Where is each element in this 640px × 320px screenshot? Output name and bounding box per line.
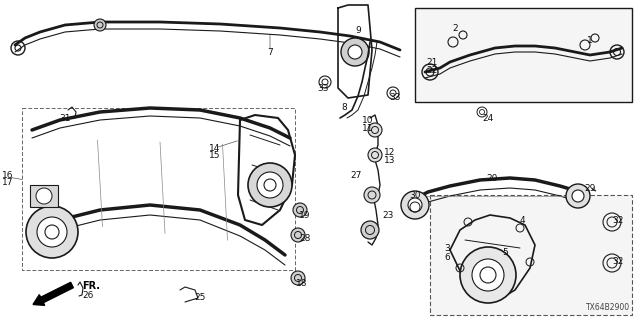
Circle shape <box>94 19 106 31</box>
Text: 11: 11 <box>362 124 374 132</box>
Circle shape <box>364 187 380 203</box>
Circle shape <box>257 172 283 198</box>
Circle shape <box>368 148 382 162</box>
Circle shape <box>368 123 382 137</box>
Text: 32: 32 <box>612 258 624 267</box>
FancyArrow shape <box>33 282 74 305</box>
Text: 27: 27 <box>350 171 362 180</box>
Text: 6: 6 <box>444 253 450 262</box>
Circle shape <box>37 217 67 247</box>
Text: 28: 28 <box>300 234 310 243</box>
Text: 31: 31 <box>60 114 71 123</box>
Text: 12: 12 <box>384 148 396 156</box>
Text: 33: 33 <box>317 84 329 92</box>
Bar <box>22 108 295 270</box>
Circle shape <box>248 163 292 207</box>
Circle shape <box>361 221 379 239</box>
Text: 15: 15 <box>209 150 221 159</box>
Text: 4: 4 <box>519 215 525 225</box>
Text: 9: 9 <box>355 26 361 35</box>
Text: 2: 2 <box>452 23 458 33</box>
Text: 24: 24 <box>483 114 493 123</box>
Circle shape <box>36 188 52 204</box>
Text: 32: 32 <box>612 215 624 225</box>
Text: 20: 20 <box>486 173 498 182</box>
Text: 17: 17 <box>3 178 13 187</box>
Text: 25: 25 <box>195 293 205 302</box>
Circle shape <box>291 228 305 242</box>
Text: 26: 26 <box>83 291 93 300</box>
Text: 10: 10 <box>362 116 374 124</box>
Text: 16: 16 <box>3 171 13 180</box>
Circle shape <box>572 190 584 202</box>
Text: 30: 30 <box>409 190 420 199</box>
Text: 5: 5 <box>502 247 508 257</box>
Text: 7: 7 <box>267 47 273 57</box>
Text: 29: 29 <box>584 183 596 193</box>
Text: 19: 19 <box>300 211 311 220</box>
Circle shape <box>348 45 362 59</box>
Circle shape <box>408 198 422 212</box>
Circle shape <box>401 191 429 219</box>
Text: FR.: FR. <box>82 281 100 291</box>
Text: 33: 33 <box>389 92 401 101</box>
Text: 23: 23 <box>382 211 394 220</box>
Text: 8: 8 <box>341 102 347 111</box>
Circle shape <box>291 271 305 285</box>
Bar <box>30 185 58 207</box>
Circle shape <box>460 247 516 303</box>
Text: 18: 18 <box>296 279 308 289</box>
Circle shape <box>293 203 307 217</box>
Bar <box>430 195 632 315</box>
Circle shape <box>26 206 78 258</box>
Text: 21: 21 <box>426 58 438 67</box>
Circle shape <box>566 184 590 208</box>
Bar <box>415 8 632 102</box>
Text: TX64B2900: TX64B2900 <box>586 303 630 312</box>
Text: 3: 3 <box>444 244 450 252</box>
Text: 22: 22 <box>426 66 438 75</box>
Text: 14: 14 <box>209 143 221 153</box>
Text: 13: 13 <box>384 156 396 164</box>
Text: 1: 1 <box>587 36 593 44</box>
Circle shape <box>341 38 369 66</box>
Circle shape <box>472 259 504 291</box>
